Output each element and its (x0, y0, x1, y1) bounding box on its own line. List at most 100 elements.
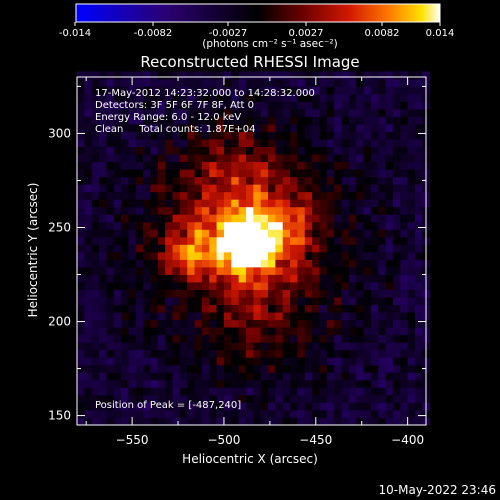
heatmap-cell (238, 86, 247, 95)
heatmap-cell (231, 319, 240, 328)
heatmap-cell (392, 274, 401, 283)
heatmap-cell (91, 191, 100, 200)
heatmap-cell (231, 93, 240, 102)
heatmap-cell (179, 402, 188, 411)
heatmap-cell (414, 131, 423, 140)
heatmap-cell (370, 78, 379, 87)
heatmap-cell (128, 379, 137, 388)
heatmap-cell (194, 169, 203, 178)
heatmap-cell (106, 78, 115, 87)
heatmap-cell (334, 214, 342, 223)
heatmap-cell (209, 372, 217, 381)
heatmap-cell (99, 402, 107, 411)
heatmap-cell (150, 364, 159, 373)
heatmap-cell (319, 184, 328, 193)
heatmap-cell (392, 297, 401, 306)
heatmap-cell (370, 259, 379, 268)
heatmap-cell (179, 297, 188, 306)
heatmap-cell (385, 387, 394, 396)
heatmap-cell (341, 319, 350, 328)
heatmap-cell (370, 131, 379, 140)
heatmap-cell (363, 417, 372, 426)
heatmap-cell (201, 86, 210, 95)
heatmap-cell (414, 78, 423, 87)
heatmap-cell (216, 319, 225, 328)
heatmap-cell (238, 372, 247, 381)
heatmap-cell (319, 131, 328, 140)
heatmap-cell (414, 214, 423, 223)
heatmap-cell (128, 251, 137, 260)
heatmap-cell (135, 108, 144, 117)
heatmap-cell (179, 289, 188, 298)
heatmap-cell (201, 116, 210, 125)
heatmap-cell (385, 357, 394, 366)
heatmap-cell (363, 251, 372, 260)
heatmap-cell (319, 319, 328, 328)
heatmap-cell (99, 379, 107, 388)
heatmap-cell (135, 229, 144, 238)
heatmap-cell (319, 146, 328, 155)
heatmap-cell (172, 78, 181, 87)
heatmap-cell (84, 282, 93, 290)
heatmap-cell (312, 357, 320, 366)
heatmap-cell (363, 244, 372, 253)
heatmap-cell (378, 334, 386, 343)
heatmap-cell (282, 184, 291, 193)
heatmap-cell (385, 282, 394, 290)
heatmap-cell (113, 417, 122, 426)
heatmap-cell (77, 161, 85, 170)
heatmap-cell (392, 417, 401, 426)
heatmap-cell (268, 131, 276, 140)
heatmap-cell (99, 289, 107, 298)
heatmap-cell (407, 191, 416, 200)
heatmap-cell (385, 108, 394, 117)
heatmap-cell (253, 244, 262, 253)
heatmap-cell (209, 251, 217, 260)
heatmap-cell (334, 78, 342, 87)
heatmap-cell (231, 409, 240, 418)
heatmap-cell (268, 236, 276, 245)
heatmap-cell (223, 387, 232, 396)
heatmap-cell (150, 206, 159, 215)
heatmap-cell (187, 274, 195, 283)
heatmap-cell (165, 191, 173, 200)
heatmap-cell (363, 304, 372, 313)
heatmap-cell (290, 236, 298, 245)
y-tick-label: 150 (48, 409, 71, 423)
heatmap-cell (341, 417, 350, 426)
heatmap-cell (378, 78, 386, 87)
heatmap-cell (209, 266, 217, 275)
heatmap-cell (106, 139, 115, 147)
heatmap-cell (121, 312, 129, 321)
heatmap-cell (179, 372, 188, 381)
heatmap-cell (84, 304, 93, 313)
heatmap-cell (275, 229, 284, 238)
heatmap-cell (113, 214, 122, 223)
heatmap-cell (194, 154, 203, 163)
heatmap-cell (282, 101, 291, 110)
heatmap-cell (297, 101, 306, 110)
heatmap-cell (312, 304, 320, 313)
heatmap-cell (77, 394, 85, 403)
heatmap-cell (201, 394, 210, 403)
heatmap-cell (341, 334, 350, 343)
heatmap-cell (326, 176, 335, 185)
heatmap-cell (304, 101, 313, 110)
heatmap-cell (223, 86, 232, 95)
heatmap-cell (187, 319, 195, 328)
heatmap-cell (223, 251, 232, 260)
heatmap-cell (223, 409, 232, 418)
heatmap-cell (392, 191, 401, 200)
heatmap-cell (370, 274, 379, 283)
heatmap-cell (77, 184, 85, 193)
heatmap-cell (179, 379, 188, 388)
heatmap-cell (312, 116, 320, 125)
heatmap-cell (341, 116, 350, 125)
heatmap-cell (84, 101, 93, 110)
heatmap-cell (187, 409, 195, 418)
heatmap-cell (150, 282, 159, 290)
colorbar (75, 3, 441, 23)
heatmap-cell (363, 402, 372, 411)
heatmap-cell (84, 334, 93, 343)
heatmap-cell (370, 402, 379, 411)
